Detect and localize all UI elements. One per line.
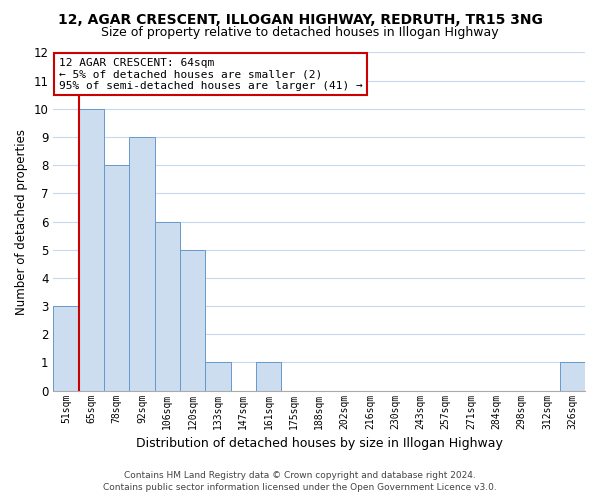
Bar <box>104 165 130 390</box>
Text: 12, AGAR CRESCENT, ILLOGAN HIGHWAY, REDRUTH, TR15 3NG: 12, AGAR CRESCENT, ILLOGAN HIGHWAY, REDR… <box>58 12 542 26</box>
Bar <box>53 306 79 390</box>
X-axis label: Distribution of detached houses by size in Illogan Highway: Distribution of detached houses by size … <box>136 437 503 450</box>
Bar <box>256 362 281 390</box>
Y-axis label: Number of detached properties: Number of detached properties <box>15 128 28 314</box>
Bar <box>205 362 230 390</box>
Bar <box>560 362 585 390</box>
Bar <box>155 222 180 390</box>
Bar <box>79 109 104 390</box>
Bar <box>130 137 155 390</box>
Text: Contains HM Land Registry data © Crown copyright and database right 2024.
Contai: Contains HM Land Registry data © Crown c… <box>103 471 497 492</box>
Bar <box>180 250 205 390</box>
Text: Size of property relative to detached houses in Illogan Highway: Size of property relative to detached ho… <box>101 26 499 39</box>
Text: 12 AGAR CRESCENT: 64sqm
← 5% of detached houses are smaller (2)
95% of semi-deta: 12 AGAR CRESCENT: 64sqm ← 5% of detached… <box>59 58 362 91</box>
